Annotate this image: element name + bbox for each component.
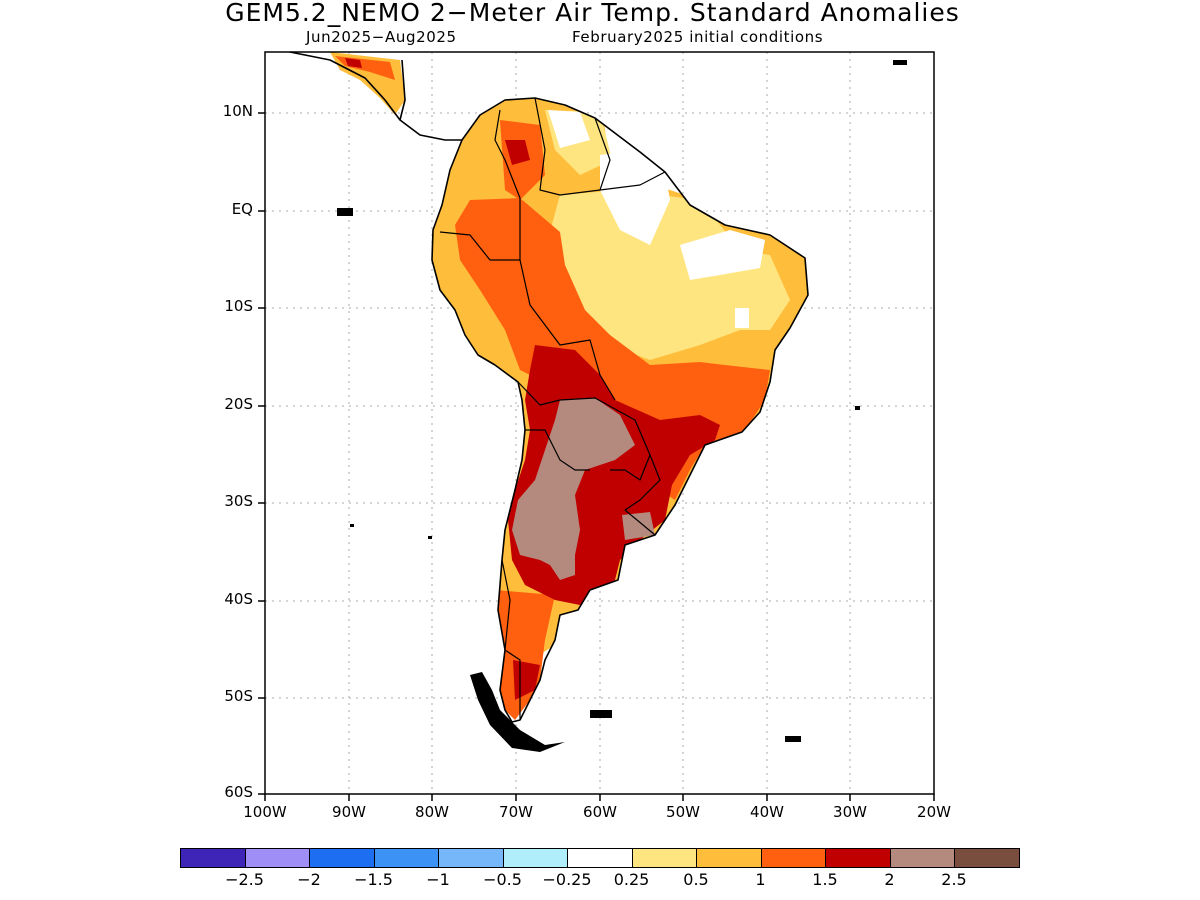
colorbar-label: 2.5	[941, 870, 967, 889]
colorbar-swatch	[696, 848, 762, 868]
colorbar-label: 1	[755, 870, 766, 889]
colorbar-swatch	[244, 848, 310, 868]
tick-marks	[258, 112, 935, 801]
x-tick-label: 90W	[332, 803, 366, 821]
country-borders	[439, 97, 666, 720]
x-tick-label: 30W	[833, 803, 867, 821]
y-tick-label: 10N	[222, 102, 253, 120]
y-tick-label: EQ	[231, 200, 253, 218]
colorbar-swatch	[760, 848, 826, 868]
colorbar-swatch	[309, 848, 375, 868]
initial-conditions-label: February2025 initial conditions	[572, 28, 824, 46]
colorbar-label: 2	[884, 870, 895, 889]
x-tick-label: 80W	[415, 803, 449, 821]
coastlines	[289, 51, 809, 723]
colorbar-swatch	[631, 848, 697, 868]
colorbar-swatch	[889, 848, 955, 868]
colorbar-label: −2.5	[225, 870, 264, 889]
chart-period: Jun2025−Aug2025	[306, 28, 457, 46]
x-tick-label: 40W	[750, 803, 784, 821]
y-tick-label: 30S	[224, 492, 253, 510]
x-tick-label: 70W	[499, 803, 533, 821]
x-tick-label: 50W	[666, 803, 700, 821]
colorbar-swatch	[373, 848, 439, 868]
islands	[337, 60, 907, 752]
colorbar-label: 0.25	[613, 870, 650, 889]
colorbar-swatch	[567, 848, 633, 868]
colorbar-swatch	[954, 848, 1020, 868]
colorbar-swatch	[825, 848, 891, 868]
colorbar-label: 0.5	[683, 870, 709, 889]
colorbar-label: 1.5	[812, 870, 838, 889]
colorbar-label: −2	[297, 870, 321, 889]
y-tick-label: 20S	[224, 395, 253, 413]
colorbar-label: −0.5	[483, 870, 522, 889]
colorbar-label: −1	[426, 870, 450, 889]
colorbar-swatch	[438, 848, 504, 868]
x-tick-label: 100W	[243, 803, 287, 821]
colorbar-label: −0.25	[542, 870, 592, 889]
colorbar-label: −1.5	[354, 870, 393, 889]
colorbar-swatch	[502, 848, 568, 868]
south-america-anomaly-field	[432, 98, 808, 722]
chart-title: GEM5.2_NEMO 2−Meter Air Temp. Standard A…	[225, 0, 960, 27]
y-tick-label: 60S	[224, 783, 253, 801]
x-tick-label: 20W	[917, 803, 951, 821]
colorbar-swatch	[180, 848, 246, 868]
x-tick-label: 60W	[583, 803, 617, 821]
y-tick-label: 40S	[224, 590, 253, 608]
y-tick-label: 10S	[224, 297, 253, 315]
y-tick-label: 50S	[224, 687, 253, 705]
central-america-anomaly	[330, 52, 405, 115]
